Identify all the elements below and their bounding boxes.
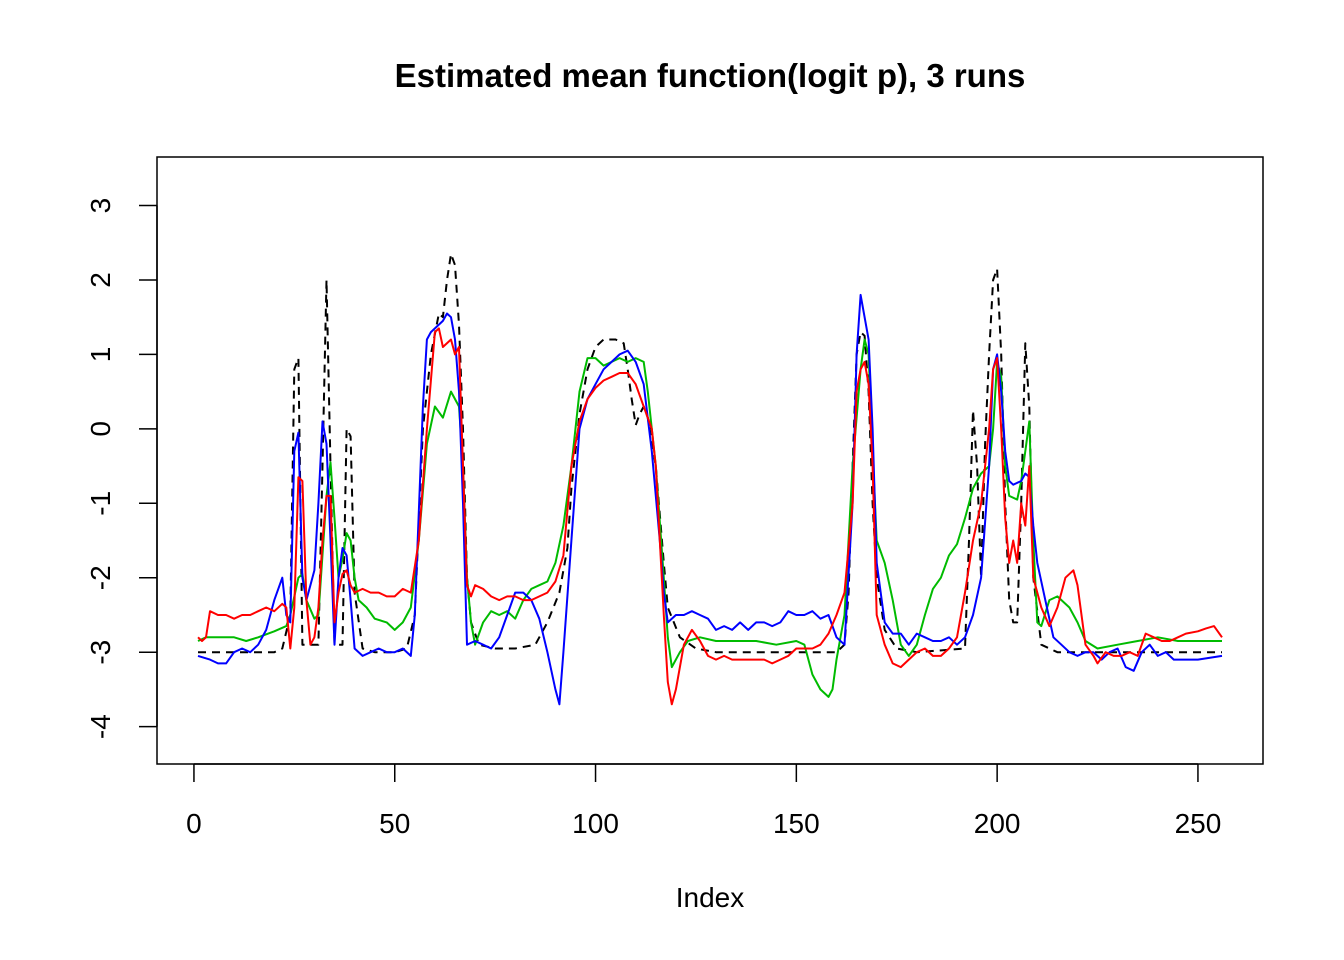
x-tick-label: 250 [1175, 808, 1222, 839]
y-tick-label: -1 [85, 491, 116, 516]
y-tick-label: 3 [85, 198, 116, 214]
y-tick-label: 1 [85, 347, 116, 363]
series-line-run-blue [197, 293, 1223, 706]
series-layer [197, 252, 1223, 706]
x-tick-label: 0 [186, 808, 202, 839]
x-tick-label: 50 [379, 808, 410, 839]
y-axis: -4 -3 -2 -1 0 1 2 3 [85, 198, 158, 739]
series-line-run-red [197, 327, 1223, 706]
x-axis: 0 50 100 150 200 250 [186, 763, 1222, 839]
plot-box [156, 156, 1264, 765]
x-tick-label: 150 [773, 808, 820, 839]
y-tick-label: -2 [85, 565, 116, 590]
x-axis-label: Index [675, 882, 745, 913]
y-tick-label: -3 [85, 640, 116, 665]
y-tick-label: 0 [85, 421, 116, 437]
x-tick-label: 100 [572, 808, 619, 839]
x-tick-label: 200 [974, 808, 1021, 839]
series-line-true [198, 252, 1222, 654]
y-tick-label: -4 [85, 714, 116, 739]
chart-title: Estimated mean function(logit p), 3 runs [394, 57, 1026, 94]
series-line-run-green [197, 338, 1222, 698]
y-tick-label: 2 [85, 272, 116, 288]
